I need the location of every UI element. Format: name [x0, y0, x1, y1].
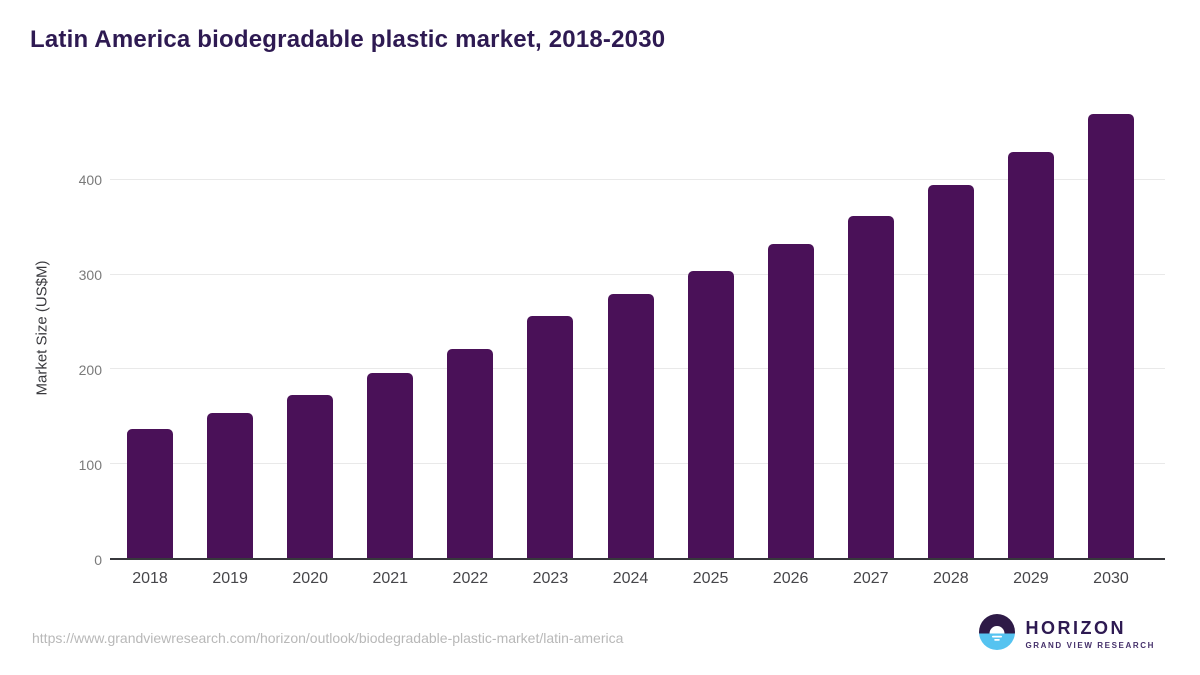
x-tick-label-2021: 2021 — [372, 570, 409, 587]
horizon-logo-subtitle: GRAND VIEW RESEARCH — [1025, 640, 1155, 650]
bar-slot-2026 — [751, 95, 831, 558]
source-url: https://www.grandviewresearch.com/horizo… — [32, 630, 624, 646]
bar-series — [110, 95, 1165, 558]
bar-slot-2019 — [190, 95, 270, 558]
horizon-logo-name: HORIZON — [1025, 618, 1126, 639]
bar-2026[interactable] — [767, 244, 814, 558]
bar-2029[interactable] — [1007, 151, 1054, 558]
bar-slot-2028 — [911, 95, 991, 558]
gridline-300 — [110, 273, 1165, 275]
gridline-400 — [110, 179, 1165, 181]
bar-slot-2029 — [991, 95, 1071, 558]
horizon-logo-icon — [979, 614, 1016, 655]
bar-slot-2022 — [430, 95, 510, 558]
bar-2020[interactable] — [287, 394, 334, 558]
x-tick-label-2026: 2026 — [772, 570, 809, 587]
bar-slot-2018 — [110, 95, 190, 558]
bar-2021[interactable] — [367, 372, 414, 558]
y-tick-label-400: 400 — [78, 172, 102, 189]
x-tick-label-2027: 2027 — [852, 570, 889, 587]
y-tick-label-300: 300 — [78, 267, 102, 284]
plot-area — [110, 95, 1165, 560]
x-tick-label-2024: 2024 — [612, 570, 649, 587]
bar-slot-2020 — [270, 95, 350, 558]
bar-2024[interactable] — [607, 294, 654, 558]
x-tick-label-2029: 2029 — [1013, 570, 1049, 587]
x-tick-label-2019: 2019 — [212, 570, 248, 587]
bar-2023[interactable] — [527, 316, 574, 558]
bar-2030[interactable] — [1087, 113, 1134, 558]
horizon-logo: HORIZON GRAND VIEW RESEARCH — [979, 614, 1155, 655]
bar-2025[interactable] — [687, 270, 734, 558]
x-tick-label-2018: 2018 — [132, 570, 168, 587]
x-axis: 2018 2019 2020 2021 2022 2023 2024 2025 2026 2027… — [110, 570, 1165, 588]
y-tick-label-0: 0 — [94, 552, 102, 568]
x-tick-label-2020: 2020 — [292, 570, 328, 587]
bar-2027[interactable] — [847, 215, 894, 558]
y-tick-label-200: 200 — [78, 362, 102, 379]
y-axis: 0 100 200 300 400 — [0, 95, 102, 568]
horizon-logo-text: HORIZON GRAND VIEW RESEARCH — [1025, 618, 1155, 650]
x-tick-label-2030: 2030 — [1093, 570, 1129, 587]
x-tick-label-2025: 2025 — [692, 570, 729, 587]
chart-title: Latin America biodegradable plastic mark… — [30, 26, 666, 53]
bar-slot-2027 — [831, 95, 911, 558]
bar-2019[interactable] — [207, 413, 254, 558]
x-tick-label-2023: 2023 — [532, 570, 569, 587]
x-tick-label-2028: 2028 — [933, 570, 969, 587]
bar-2018[interactable] — [127, 428, 174, 558]
y-tick-label-100: 100 — [78, 457, 102, 474]
bar-slot-2023 — [510, 95, 590, 558]
bar-slot-2025 — [671, 95, 751, 558]
bar-slot-2030 — [1071, 95, 1151, 558]
x-tick-label-2022: 2022 — [452, 570, 489, 587]
bar-2028[interactable] — [927, 184, 974, 558]
bar-slot-2024 — [590, 95, 670, 558]
bar-slot-2021 — [350, 95, 430, 558]
bar-2022[interactable] — [447, 349, 494, 558]
